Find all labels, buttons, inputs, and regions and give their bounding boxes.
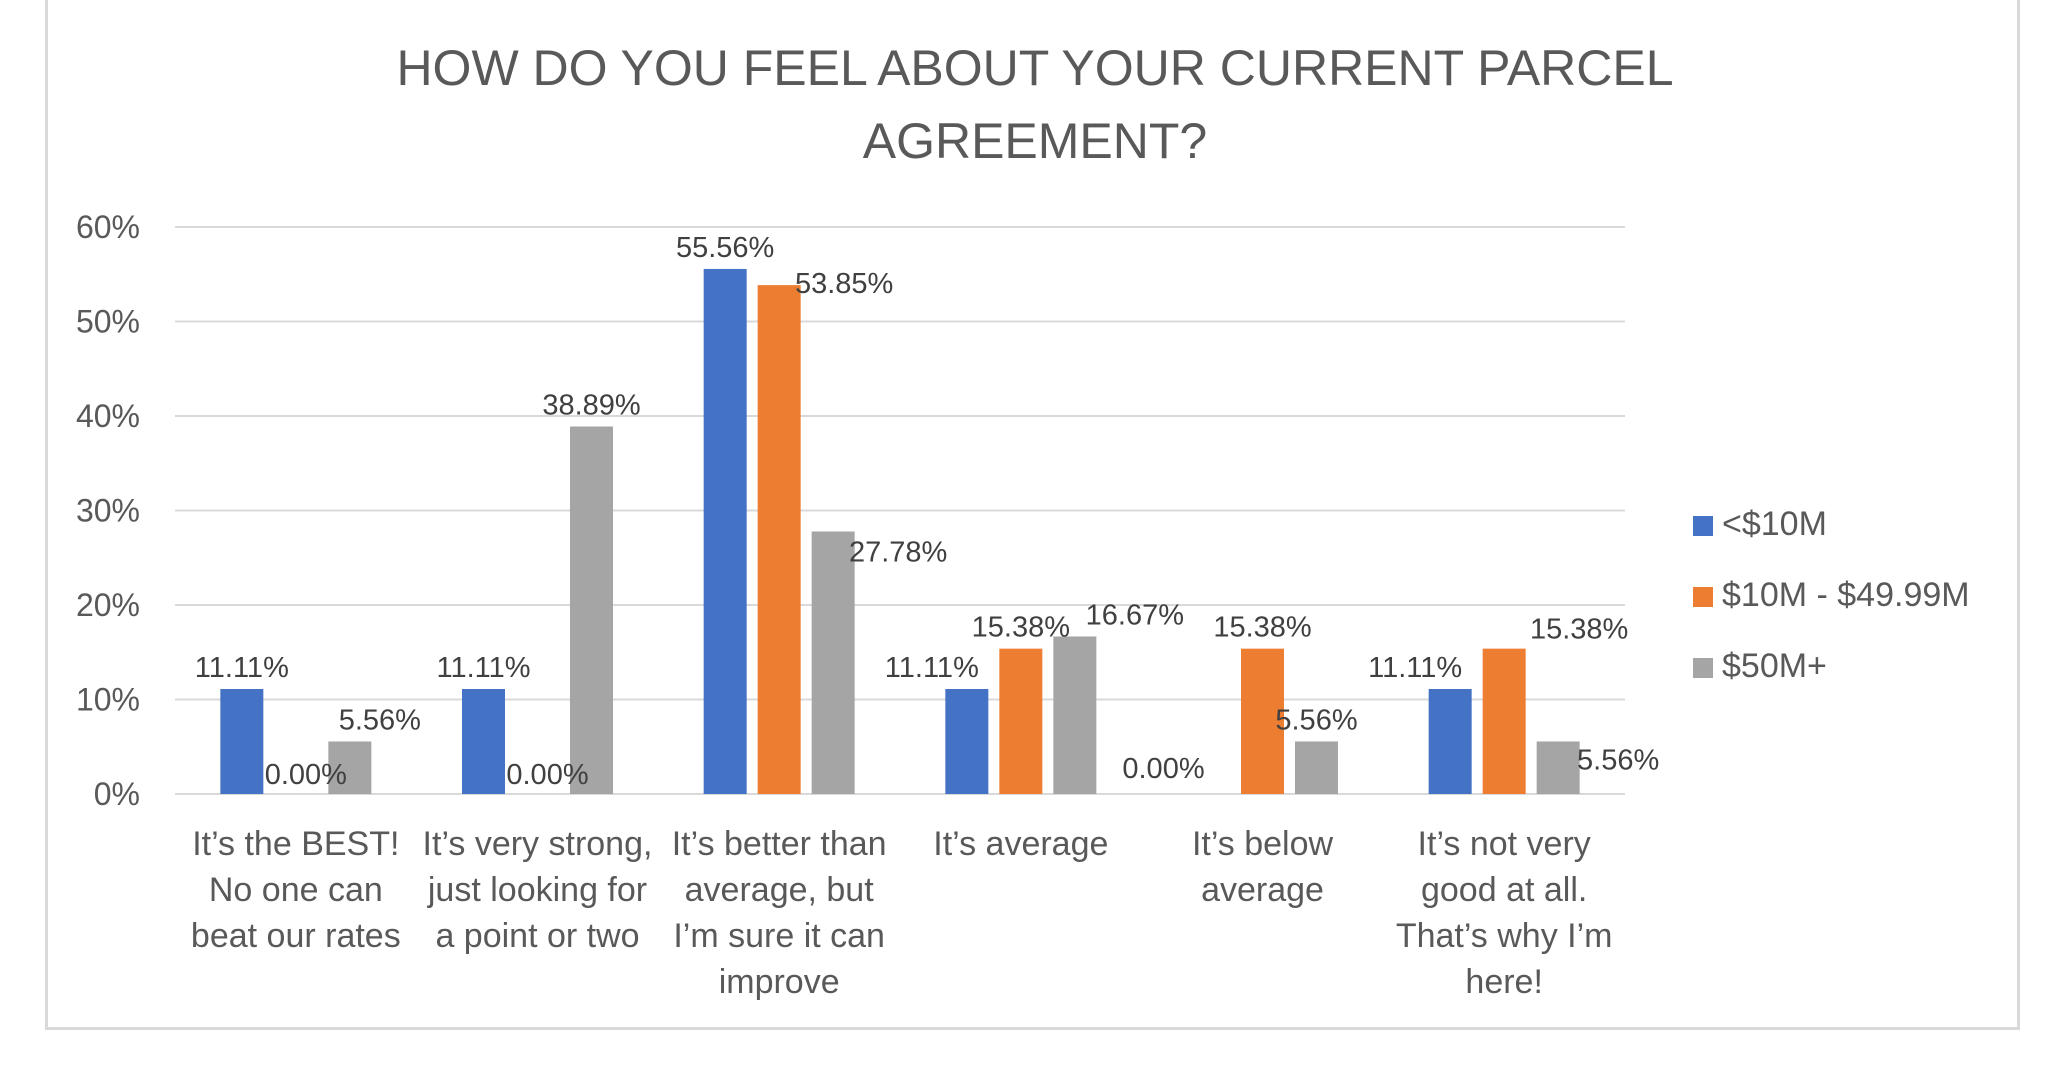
category-label: That’s why I’m (1396, 917, 1613, 955)
chart-title-line: AGREEMENT? (863, 113, 1208, 169)
category-label: just looking for (427, 871, 647, 909)
bar (1536, 741, 1580, 794)
bar (1053, 636, 1097, 794)
data-label: 11.11% (195, 652, 289, 684)
category-label: average (1201, 871, 1324, 909)
data-label: 53.85% (795, 268, 893, 300)
y-tick-label: 20% (76, 587, 140, 623)
category-label: average, but (685, 871, 875, 909)
category-label: improve (719, 963, 840, 1001)
category-label: beat our rates (191, 917, 401, 955)
bar (999, 648, 1043, 794)
data-label: 11.11% (436, 652, 530, 684)
data-label: 0.00% (1122, 753, 1204, 785)
data-labels: 11.11% 0.00% 5.56% 11.11% 0.00% 38.89% 55.56% 5… (195, 232, 1659, 791)
category-label: It’s not very (1418, 825, 1591, 863)
y-axis-ticks: 0% 10% 20% 30% 40% 50% 60% (76, 209, 140, 812)
bar (1428, 689, 1472, 794)
bar (1241, 648, 1284, 794)
bar (945, 689, 989, 794)
bar (703, 268, 747, 794)
data-label: 55.56% (676, 232, 774, 264)
category-label: good at all. (1421, 871, 1587, 909)
data-label: 38.89% (542, 389, 640, 421)
legend-swatch (1693, 658, 1713, 678)
data-label: 11.11% (1368, 652, 1462, 684)
data-label: 5.56% (1577, 744, 1659, 776)
bar (220, 689, 264, 794)
y-tick-label: 40% (76, 398, 140, 434)
bar (757, 285, 801, 794)
bars (220, 268, 1580, 794)
y-tick-label: 50% (76, 304, 140, 340)
bar (1482, 648, 1526, 794)
data-label: 0.00% (506, 759, 588, 791)
gridlines (175, 226, 1625, 795)
legend-label: $50M+ (1722, 647, 1827, 685)
y-tick-label: 0% (94, 776, 140, 812)
category-label: No one can (209, 871, 383, 909)
chart-title: HOW DO YOU FEEL ABOUT YOUR CURRENT PARCE… (396, 40, 1673, 169)
x-axis-categories: It’s the BEST! No one can beat our rates It… (191, 825, 1613, 1001)
data-label: 16.67% (1086, 599, 1184, 631)
y-tick-label: 30% (76, 493, 140, 529)
bar (570, 426, 613, 794)
category-label: It’s better than (672, 825, 887, 863)
category-label: here! (1465, 963, 1543, 1001)
data-label: 15.38% (1530, 614, 1628, 646)
bar (462, 689, 505, 794)
data-label: 15.38% (972, 612, 1070, 644)
data-label: 27.78% (849, 536, 947, 568)
category-label: a point or two (435, 917, 639, 955)
legend: <$10M $10M - $49.99M $50M+ (1693, 505, 1970, 685)
bar (328, 741, 372, 794)
legend-swatch (1693, 516, 1713, 536)
category-label: It’s below (1192, 825, 1334, 863)
data-label: 0.00% (265, 759, 347, 791)
category-label: It’s very strong, (423, 825, 653, 863)
category-label: It’s the BEST! (192, 825, 399, 863)
chart-title-line: HOW DO YOU FEEL ABOUT YOUR CURRENT PARCE… (396, 40, 1673, 96)
chart-frame (45, 0, 2020, 1030)
category-label: I’m sure it can (673, 917, 885, 955)
y-tick-label: 60% (76, 209, 140, 245)
data-label: 5.56% (339, 704, 421, 736)
data-label: 15.38% (1213, 612, 1311, 644)
legend-label: $10M - $49.99M (1722, 576, 1970, 614)
data-label: 11.11% (885, 652, 979, 684)
legend-label: <$10M (1722, 505, 1827, 543)
legend-swatch (1693, 587, 1713, 607)
category-label: It’s average (933, 825, 1108, 863)
bar (811, 531, 855, 794)
bar (1295, 741, 1338, 794)
data-label: 5.56% (1275, 704, 1357, 736)
y-tick-label: 10% (76, 682, 140, 718)
